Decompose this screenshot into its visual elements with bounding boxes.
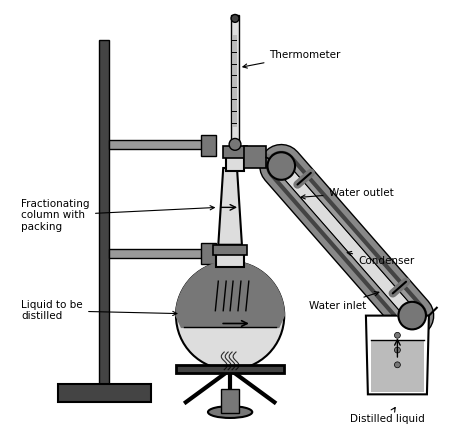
Bar xyxy=(201,243,216,265)
Text: Condenser: Condenser xyxy=(347,251,414,267)
Polygon shape xyxy=(366,316,429,394)
Bar xyxy=(176,365,284,373)
Circle shape xyxy=(176,262,284,370)
Text: Water outlet: Water outlet xyxy=(301,187,393,199)
Bar xyxy=(213,245,247,255)
Bar xyxy=(226,153,244,171)
Polygon shape xyxy=(371,340,424,392)
Bar xyxy=(223,147,247,158)
Bar xyxy=(221,389,239,413)
Circle shape xyxy=(398,302,426,329)
Bar xyxy=(109,249,208,258)
Bar xyxy=(201,135,216,156)
Polygon shape xyxy=(176,262,284,328)
Circle shape xyxy=(394,362,401,368)
Text: Water inlet: Water inlet xyxy=(309,291,379,311)
Bar xyxy=(109,141,208,149)
Polygon shape xyxy=(219,168,242,245)
Bar xyxy=(244,147,265,168)
Circle shape xyxy=(394,347,401,353)
Text: Thermometer: Thermometer xyxy=(243,50,341,68)
Bar xyxy=(99,40,109,394)
Circle shape xyxy=(394,332,401,338)
Bar xyxy=(231,15,239,147)
Bar xyxy=(233,35,237,127)
Bar xyxy=(216,250,244,268)
Bar xyxy=(58,385,151,402)
Text: Liquid to be
distilled: Liquid to be distilled xyxy=(21,300,177,322)
Text: Fractionating
column with
packing: Fractionating column with packing xyxy=(21,199,214,232)
Circle shape xyxy=(231,14,239,22)
Ellipse shape xyxy=(208,406,252,418)
Circle shape xyxy=(229,138,241,150)
Circle shape xyxy=(267,152,295,180)
Text: Distilled liquid: Distilled liquid xyxy=(350,408,425,424)
